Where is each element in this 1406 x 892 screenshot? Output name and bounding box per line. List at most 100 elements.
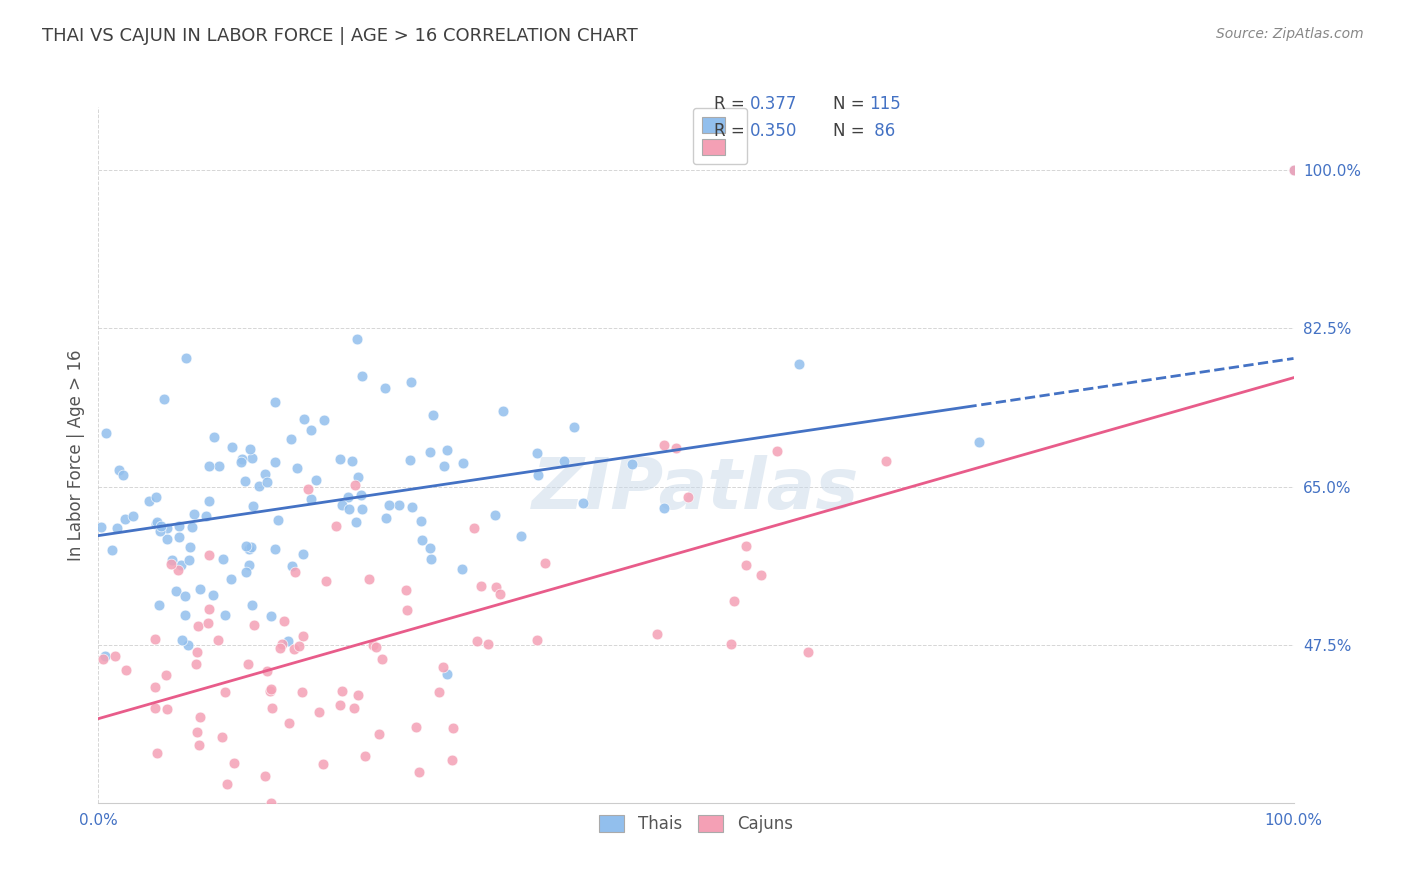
- Point: [399, 452, 422, 467]
- Point: [186, 657, 208, 671]
- Point: [292, 629, 315, 643]
- Point: [145, 490, 167, 504]
- Point: [235, 565, 257, 579]
- Point: [235, 539, 257, 553]
- Text: 115: 115: [869, 95, 901, 112]
- Point: [432, 660, 454, 674]
- Point: [368, 727, 391, 741]
- Point: [337, 491, 360, 505]
- Text: 0.350: 0.350: [749, 122, 797, 140]
- Point: [796, 645, 818, 659]
- Point: [361, 638, 384, 652]
- Point: [312, 757, 335, 772]
- Text: ZIPatlas: ZIPatlas: [533, 455, 859, 524]
- Point: [419, 541, 441, 555]
- Point: [343, 478, 366, 492]
- Point: [195, 508, 218, 523]
- Point: [231, 452, 253, 467]
- Point: [526, 632, 548, 647]
- Point: [720, 637, 742, 651]
- Point: [269, 640, 291, 655]
- Point: [264, 455, 287, 469]
- Point: [723, 594, 745, 608]
- Point: [347, 470, 370, 484]
- Point: [470, 579, 492, 593]
- Point: [735, 558, 758, 572]
- Point: [91, 651, 114, 665]
- Text: R =: R =: [714, 122, 749, 140]
- Point: [183, 507, 205, 521]
- Point: [330, 498, 353, 512]
- Point: [325, 519, 347, 533]
- Point: [305, 473, 328, 487]
- Point: [433, 459, 456, 474]
- Point: [315, 574, 337, 588]
- Point: [188, 738, 211, 752]
- Point: [262, 701, 284, 715]
- Point: [177, 552, 200, 566]
- Point: [766, 443, 789, 458]
- Point: [260, 796, 283, 810]
- Point: [284, 565, 307, 579]
- Point: [202, 430, 225, 444]
- Point: [492, 403, 515, 417]
- Point: [281, 559, 304, 574]
- Point: [308, 705, 330, 719]
- Point: [621, 457, 644, 471]
- Point: [229, 455, 252, 469]
- Point: [197, 494, 219, 508]
- Point: [297, 483, 319, 497]
- Point: [233, 474, 256, 488]
- Point: [419, 444, 441, 458]
- Point: [371, 652, 394, 666]
- Point: [153, 392, 176, 406]
- Point: [484, 508, 506, 522]
- Point: [240, 451, 263, 466]
- Point: [527, 468, 550, 483]
- Point: [90, 520, 112, 534]
- Point: [238, 558, 260, 573]
- Point: [155, 533, 177, 547]
- Point: [155, 521, 177, 535]
- Point: [288, 639, 311, 653]
- Point: [553, 453, 575, 467]
- Point: [280, 432, 302, 446]
- Point: [967, 435, 990, 450]
- Point: [283, 641, 305, 656]
- Text: R =: R =: [714, 95, 749, 112]
- Point: [572, 496, 595, 510]
- Point: [239, 442, 262, 456]
- Point: [489, 587, 512, 601]
- Point: [436, 667, 458, 681]
- Point: [273, 614, 295, 628]
- Point: [217, 776, 239, 790]
- Point: [169, 530, 191, 544]
- Y-axis label: In Labor Force | Age > 16: In Labor Force | Age > 16: [66, 349, 84, 561]
- Legend: Thais, Cajuns: Thais, Cajuns: [589, 805, 803, 843]
- Point: [242, 500, 264, 514]
- Point: [329, 452, 352, 467]
- Point: [420, 552, 443, 566]
- Text: N =: N =: [834, 122, 870, 140]
- Point: [342, 453, 364, 467]
- Point: [388, 498, 411, 512]
- Point: [211, 552, 233, 566]
- Point: [441, 721, 464, 735]
- Point: [395, 603, 418, 617]
- Point: [287, 460, 309, 475]
- Point: [115, 663, 138, 677]
- Point: [562, 420, 585, 434]
- Point: [186, 645, 208, 659]
- Point: [260, 609, 283, 624]
- Point: [347, 688, 370, 702]
- Point: [451, 562, 474, 576]
- Point: [236, 657, 259, 672]
- Point: [427, 685, 450, 699]
- Point: [156, 702, 179, 716]
- Point: [291, 685, 314, 699]
- Point: [299, 423, 322, 437]
- Point: [174, 607, 197, 622]
- Point: [160, 557, 183, 571]
- Point: [278, 716, 301, 731]
- Point: [395, 582, 418, 597]
